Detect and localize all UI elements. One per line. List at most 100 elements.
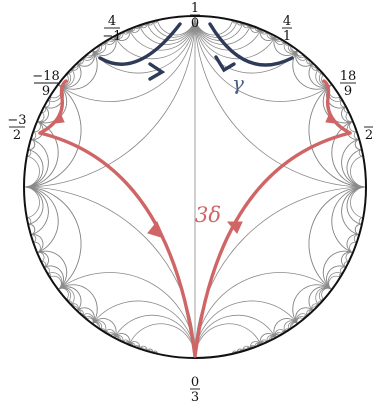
geodesic-5: [114, 15, 196, 60]
gamma-label: γ: [232, 71, 244, 95]
cusp-label-right-low: 2: [364, 126, 373, 143]
geodesic-451: [327, 272, 343, 290]
cusp-label-bottom: 03: [190, 375, 200, 405]
cusp-label-left-high: −189: [32, 69, 59, 99]
farey-tessellation: [23, 15, 367, 359]
cusp-numerator: 0: [191, 375, 199, 390]
cusp-denominator: 9: [344, 84, 352, 99]
geodesic-422: [36, 250, 68, 290]
geodesic-4: [128, 15, 196, 51]
geodesic-676: [354, 138, 362, 150]
geodesic-622: [295, 49, 314, 67]
geodesic-675: [259, 28, 276, 41]
cusp-numerator: −18: [32, 69, 59, 84]
geodesic-544: [33, 241, 41, 254]
cusp-label-right-high: 189: [340, 69, 357, 99]
delta-arc-left: [38, 131, 197, 358]
geodesic-8: [23, 15, 196, 188]
geodesic-673: [28, 138, 36, 150]
geodesic-545: [36, 84, 68, 124]
geodesic-444: [346, 149, 367, 188]
cusp-denominator: 0: [191, 16, 199, 31]
gamma-arc-right: [208, 22, 294, 67]
geodesic-18: [194, 15, 233, 36]
geodesic-103: [128, 323, 196, 359]
cusp-label-upper-right: 41: [282, 14, 292, 44]
geodesic-11: [194, 15, 333, 102]
cusp-denominator: 3: [191, 390, 199, 405]
geodesic-621: [273, 35, 298, 56]
delta-path: [38, 79, 352, 358]
cusp-denominator: 1: [283, 29, 291, 44]
geodesic-453: [328, 275, 341, 290]
geodesic-411: [57, 284, 98, 325]
geodesic-425: [57, 287, 72, 302]
geodesic-618: [36, 106, 49, 123]
geodesic-619: [92, 35, 117, 56]
geodesic-101: [114, 314, 196, 359]
geodesic-437: [308, 186, 367, 290]
geodesic-445: [350, 186, 367, 219]
geodesic-216: [57, 286, 82, 312]
cusp-numerator: 4: [283, 14, 291, 29]
geodesic-556: [345, 252, 353, 263]
delta-small-arrow-right: [325, 111, 336, 124]
geodesic-435: [23, 186, 40, 219]
cusp-denominator: 2: [365, 128, 373, 143]
geodesic-219: [308, 286, 333, 312]
geodesic-421: [57, 286, 82, 312]
geodesic-454: [321, 287, 333, 300]
cusp-denominator: 9: [42, 84, 50, 99]
geodesic-428: [49, 275, 62, 290]
geodesic-543: [37, 252, 45, 263]
geodesic-214: [57, 284, 98, 325]
geodesic-13: [194, 15, 276, 60]
geodesic-427: [57, 287, 69, 300]
cusp-numerator: 1: [191, 1, 199, 16]
geodesic-420: [23, 186, 82, 290]
delta-arrow-left: [147, 221, 165, 239]
geodesic-104: [194, 323, 262, 359]
geodesic-436: [23, 149, 44, 188]
geodesic-452: [318, 287, 333, 302]
delta-arrow-right: [226, 221, 243, 234]
geodesic-674: [114, 28, 131, 41]
cusp-label-left-low: −32: [7, 113, 26, 143]
cusp-denominator: 2: [13, 128, 21, 143]
geodesic-102: [194, 314, 276, 359]
geodesic-447: [322, 250, 354, 290]
disk-boundary: [23, 15, 367, 359]
geodesic-620: [76, 49, 95, 67]
cusp-label-upper-left: 4−1: [102, 14, 121, 44]
geodesic-429: [23, 186, 59, 254]
cusp-numerator: 4: [108, 14, 116, 29]
geodesic-426: [47, 272, 63, 290]
geodesic-546: [57, 49, 98, 90]
geodesic-550: [322, 84, 354, 124]
geodesic-3: [139, 15, 196, 45]
cusp-numerator: 18: [340, 69, 357, 84]
gamma-arc-left: [98, 22, 182, 66]
geodesic-402: [92, 318, 117, 339]
gamma-arrow-left: [148, 62, 166, 81]
geodesic-615: [28, 224, 36, 236]
delta-arc-right: [193, 131, 352, 358]
cusp-denominator: −1: [102, 29, 121, 44]
geodesic-10: [194, 15, 367, 188]
delta-small-arrow-left: [54, 111, 65, 124]
geodesic-455: [273, 318, 298, 339]
gamma-arrow-right: [214, 55, 236, 73]
geodesic-439: [331, 186, 367, 254]
geodesic-7: [57, 15, 196, 102]
geodesic-217: [292, 284, 333, 325]
geodesic-555: [349, 241, 357, 254]
geodesic-448: [308, 286, 333, 312]
delta-label: 3δ: [195, 203, 221, 227]
cusp-label-top: 10: [190, 1, 200, 31]
cusp-numerator: −3: [7, 113, 26, 128]
geodesic-625: [354, 224, 362, 236]
geodesic-446: [292, 284, 333, 325]
gamma-path: [98, 22, 294, 81]
